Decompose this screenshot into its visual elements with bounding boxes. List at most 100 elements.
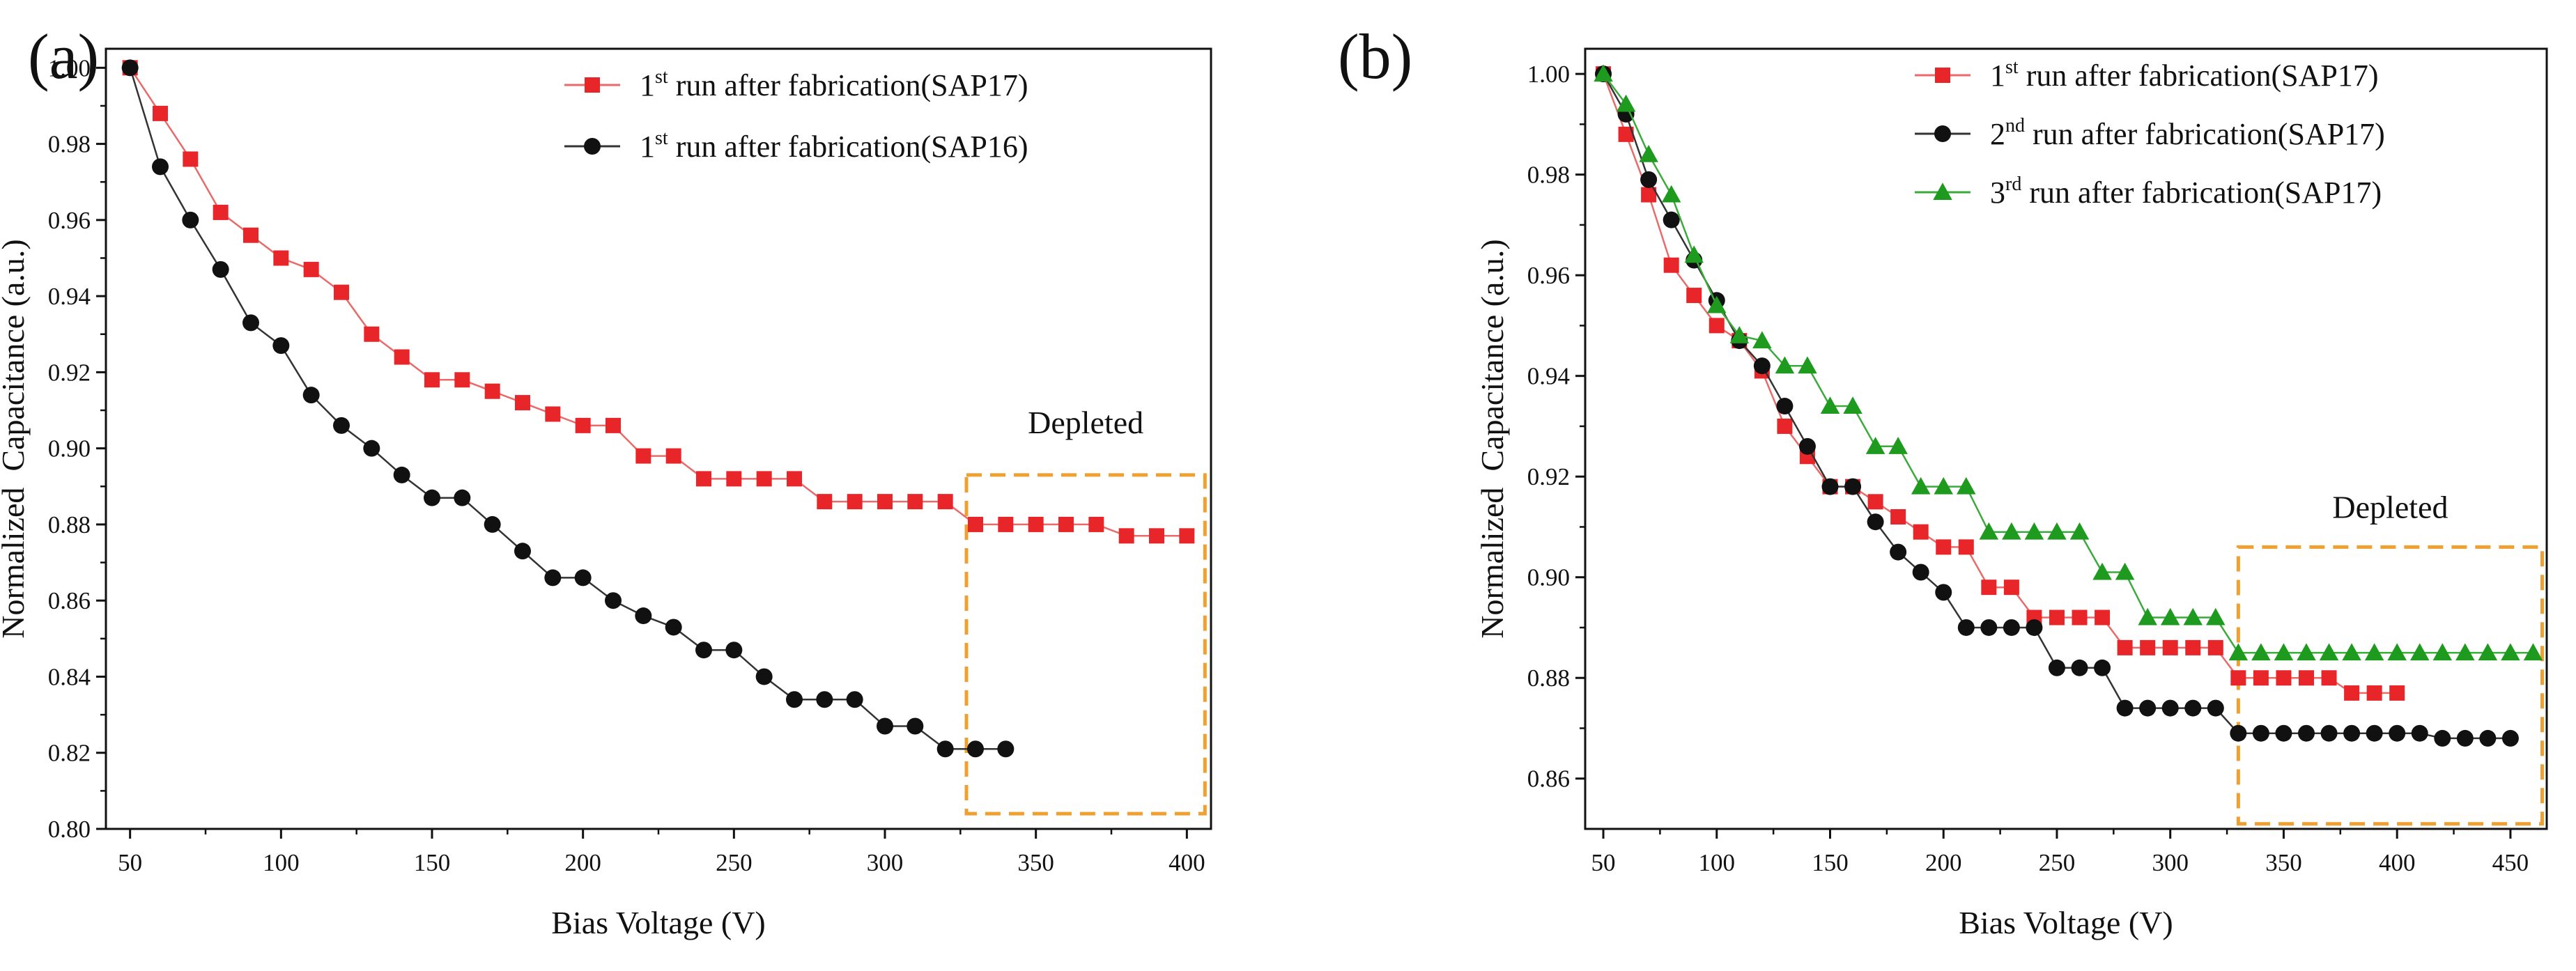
data-point-b-2-41 [2523, 643, 2543, 661]
data-point-a-1-29 [997, 740, 1015, 758]
data-point-a-1-10 [424, 489, 440, 506]
data-point-a-0-19 [696, 471, 711, 487]
data-point-a-0-29 [998, 516, 1014, 532]
x-tick-label-a-6: 350 [1017, 849, 1054, 876]
data-point-b-1-16 [1957, 619, 1975, 636]
data-point-a-0-13 [515, 395, 530, 411]
y-tick-label-b-3: 0.92 [1527, 463, 1570, 490]
data-point-b-1-13 [1890, 543, 1907, 561]
data-point-b-0-3 [1663, 257, 1679, 273]
x-tick-label-a-7: 400 [1169, 849, 1205, 876]
data-point-b-1-11 [1844, 478, 1862, 495]
data-point-b-1-35 [2389, 724, 2406, 742]
y-tick-label-a-7: 0.94 [48, 283, 91, 310]
y-tick-label-b-4: 0.94 [1527, 363, 1570, 390]
data-point-a-1-3 [212, 261, 229, 278]
y-tick-label-a-5: 0.90 [48, 435, 91, 463]
x-tick-label-b-1: 100 [1699, 849, 1736, 876]
legend-ordinal: 2 [1990, 117, 2005, 151]
y-tick-label-a-4: 0.88 [48, 511, 91, 538]
data-point-b-2-37 [2432, 643, 2453, 661]
data-point-a-1-1 [152, 158, 169, 176]
x-tick-label-b-3: 200 [1925, 849, 1962, 876]
data-point-a-1-24 [846, 691, 863, 708]
legend-entry-b-1: 2nd run after fabrication(SAP17) [1990, 115, 2385, 151]
data-point-b-2-23 [2115, 562, 2135, 580]
y-tick-label-a-0: 0.80 [48, 816, 91, 843]
data-point-b-2-38 [2455, 643, 2475, 661]
data-point-b-1-30 [2275, 724, 2292, 742]
data-point-a-1-20 [725, 642, 743, 659]
data-point-b-0-30 [2276, 670, 2292, 686]
data-point-b-2-24 [2138, 607, 2157, 626]
panel-label-b: (b) [1338, 21, 1412, 92]
x-tick-label-a-0: 50 [118, 849, 142, 876]
data-point-a-0-17 [635, 448, 651, 464]
data-point-a-0-6 [303, 261, 319, 277]
data-point-a-1-26 [907, 717, 924, 735]
legend-ordinal-suffix: st [655, 127, 668, 149]
series-line-b-2 [1603, 73, 2533, 654]
data-point-b-2-39 [2478, 643, 2498, 661]
series-line-b-0 [1602, 73, 2398, 694]
data-point-b-1-24 [2139, 699, 2157, 717]
panel-a: (a) Normalized Capacitance (a.u.) Bias V… [0, 21, 1212, 940]
y-tick-label-b-2: 0.90 [1527, 564, 1570, 591]
data-point-a-0-25 [877, 494, 893, 510]
x-tick-label-b-2: 150 [1812, 849, 1849, 876]
y-tick-label-a-6: 0.92 [48, 359, 91, 386]
data-point-b-1-12 [1867, 513, 1884, 531]
depleted-label-b: Depleted [2332, 489, 2448, 525]
data-point-a-1-8 [363, 440, 380, 457]
data-point-b-2-21 [2069, 522, 2090, 540]
data-point-a-0-15 [575, 417, 591, 433]
data-point-a-0-3 [213, 204, 229, 220]
data-point-a-0-16 [606, 417, 621, 433]
data-point-b-0-12 [1867, 494, 1883, 510]
data-point-b-1-22 [2094, 659, 2111, 676]
data-point-a-0-18 [665, 448, 681, 464]
data-point-b-2-29 [2251, 643, 2271, 661]
data-point-b-1-23 [2116, 699, 2134, 717]
legend-marker-a-1 [584, 138, 601, 155]
data-point-b-2-1 [1616, 94, 1636, 112]
data-point-b-2-32 [2319, 643, 2339, 661]
data-point-b-2-15 [1934, 476, 1953, 495]
data-point-b-2-7 [1752, 331, 1772, 349]
data-point-b-1-31 [2298, 724, 2315, 742]
data-point-b-0-20 [2049, 609, 2065, 626]
data-point-b-2-14 [1911, 476, 1931, 495]
series-line-b-1 [1602, 73, 2511, 740]
data-point-b-1-14 [1912, 564, 1929, 581]
y-axis-title-a: Normalized Capacitance (a.u.) [0, 239, 31, 638]
data-point-b-2-17 [1979, 522, 1999, 540]
legend-marker-a-0 [585, 77, 600, 93]
data-point-a-1-17 [635, 607, 652, 625]
data-point-b-1-15 [1935, 584, 1952, 601]
x-tick-label-b-5: 300 [2152, 849, 2189, 876]
data-point-b-1-17 [1980, 619, 1998, 636]
y-tick-label-b-0: 0.86 [1527, 766, 1570, 793]
data-point-b-0-2 [1641, 187, 1657, 203]
data-point-b-0-33 [2344, 685, 2360, 701]
data-point-a-0-14 [545, 406, 561, 422]
data-point-b-1-21 [2071, 659, 2088, 676]
panel-b: (b) Normalized Capacitance (a.u.) Bias V… [1338, 21, 2548, 940]
data-point-b-0-22 [2095, 609, 2111, 626]
data-point-a-0-33 [1118, 528, 1134, 544]
y-tick-label-a-1: 0.82 [48, 740, 91, 767]
data-point-b-2-25 [2160, 607, 2180, 626]
data-point-a-0-7 [334, 284, 349, 300]
data-point-b-2-28 [2228, 643, 2249, 661]
data-point-b-0-35 [2389, 685, 2405, 701]
data-point-b-1-38 [2456, 729, 2474, 747]
data-point-a-0-8 [364, 326, 380, 342]
data-point-a-0-11 [454, 372, 470, 388]
x-tick-label-a-5: 300 [867, 849, 904, 876]
data-point-a-1-16 [605, 592, 622, 609]
data-point-a-0-2 [183, 151, 199, 167]
x-tick-label-a-2: 150 [414, 849, 451, 876]
legend-ordinal: 1 [640, 130, 655, 164]
data-point-a-1-5 [272, 337, 290, 355]
legend-series-name: run after fabrication(SAP17) [2025, 117, 2385, 151]
